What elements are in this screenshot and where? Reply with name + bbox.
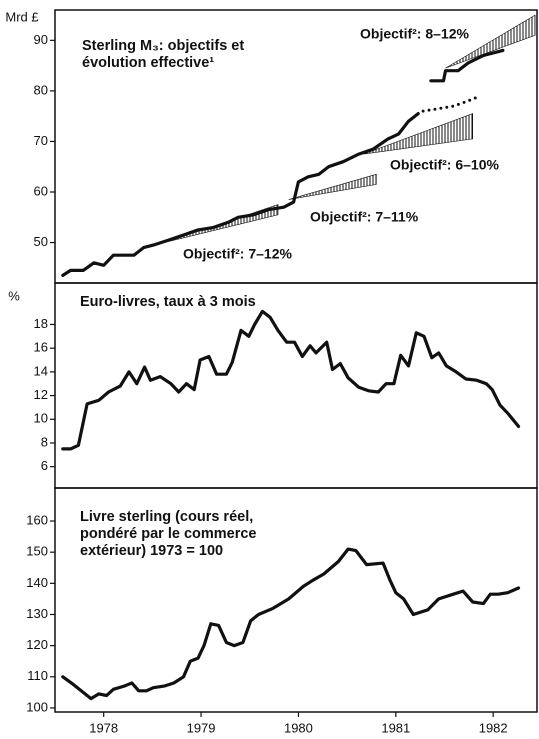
y-axis-label: Mrd £ — [5, 9, 39, 24]
panel-title: Livre sterling (cours réel, — [80, 509, 253, 525]
panel-frame — [54, 487, 538, 713]
target-band — [363, 113, 474, 155]
y-tick-label: 110 — [27, 668, 48, 683]
y-tick-label: 80 — [34, 82, 48, 97]
y-tick-label: 50 — [34, 234, 48, 249]
y-tick-label: 60 — [34, 183, 48, 198]
band-label: Objectif²: 7–11% — [310, 209, 419, 225]
y-axis-label: % — [8, 288, 20, 303]
panel-title: Sterling M₃: objectifs et — [82, 38, 244, 54]
y-tick-label: 160 — [26, 512, 48, 527]
y-tick-label: 120 — [26, 637, 48, 652]
x-tick-label: 1982 — [479, 720, 508, 735]
y-tick-label: 18 — [34, 316, 48, 331]
x-tick-label: 1981 — [381, 720, 410, 735]
data-line — [61, 309, 521, 451]
data-line — [61, 547, 521, 701]
panel-frame — [54, 282, 538, 489]
target-band — [288, 173, 377, 200]
panel-title: évolution effective¹ — [82, 55, 214, 71]
y-tick-label: 70 — [34, 133, 48, 148]
x-tick-label: 1980 — [284, 720, 313, 735]
target-band — [445, 14, 536, 69]
y-tick-label: 14 — [34, 363, 48, 378]
data-line — [421, 94, 482, 113]
y-tick-label: 130 — [26, 606, 48, 621]
x-tick-label: 1979 — [187, 720, 216, 735]
band-label: Objectif²: 8–12% — [360, 26, 469, 42]
panel-title: Euro-livres, taux à 3 mois — [80, 294, 256, 310]
y-tick-label: 100 — [26, 699, 48, 714]
band-label: Objectif²: 6–10% — [390, 157, 499, 173]
y-tick-label: 6 — [41, 458, 48, 473]
data-line — [61, 112, 420, 277]
y-tick-label: 150 — [26, 544, 48, 559]
y-tick-label: 10 — [34, 411, 48, 426]
y-tick-label: 140 — [26, 575, 48, 590]
x-tick-label: 1978 — [89, 720, 118, 735]
data-line — [429, 48, 505, 83]
panel-title: pondéré par le commerce — [80, 526, 257, 542]
y-tick-label: 90 — [34, 32, 48, 47]
panel-title: extérieur) 1973 = 100 — [80, 543, 223, 559]
y-tick-label: 16 — [34, 340, 48, 355]
y-tick-label: 8 — [41, 434, 48, 449]
y-tick-label: 12 — [34, 387, 48, 402]
band-label: Objectif²: 7–12% — [183, 246, 292, 262]
